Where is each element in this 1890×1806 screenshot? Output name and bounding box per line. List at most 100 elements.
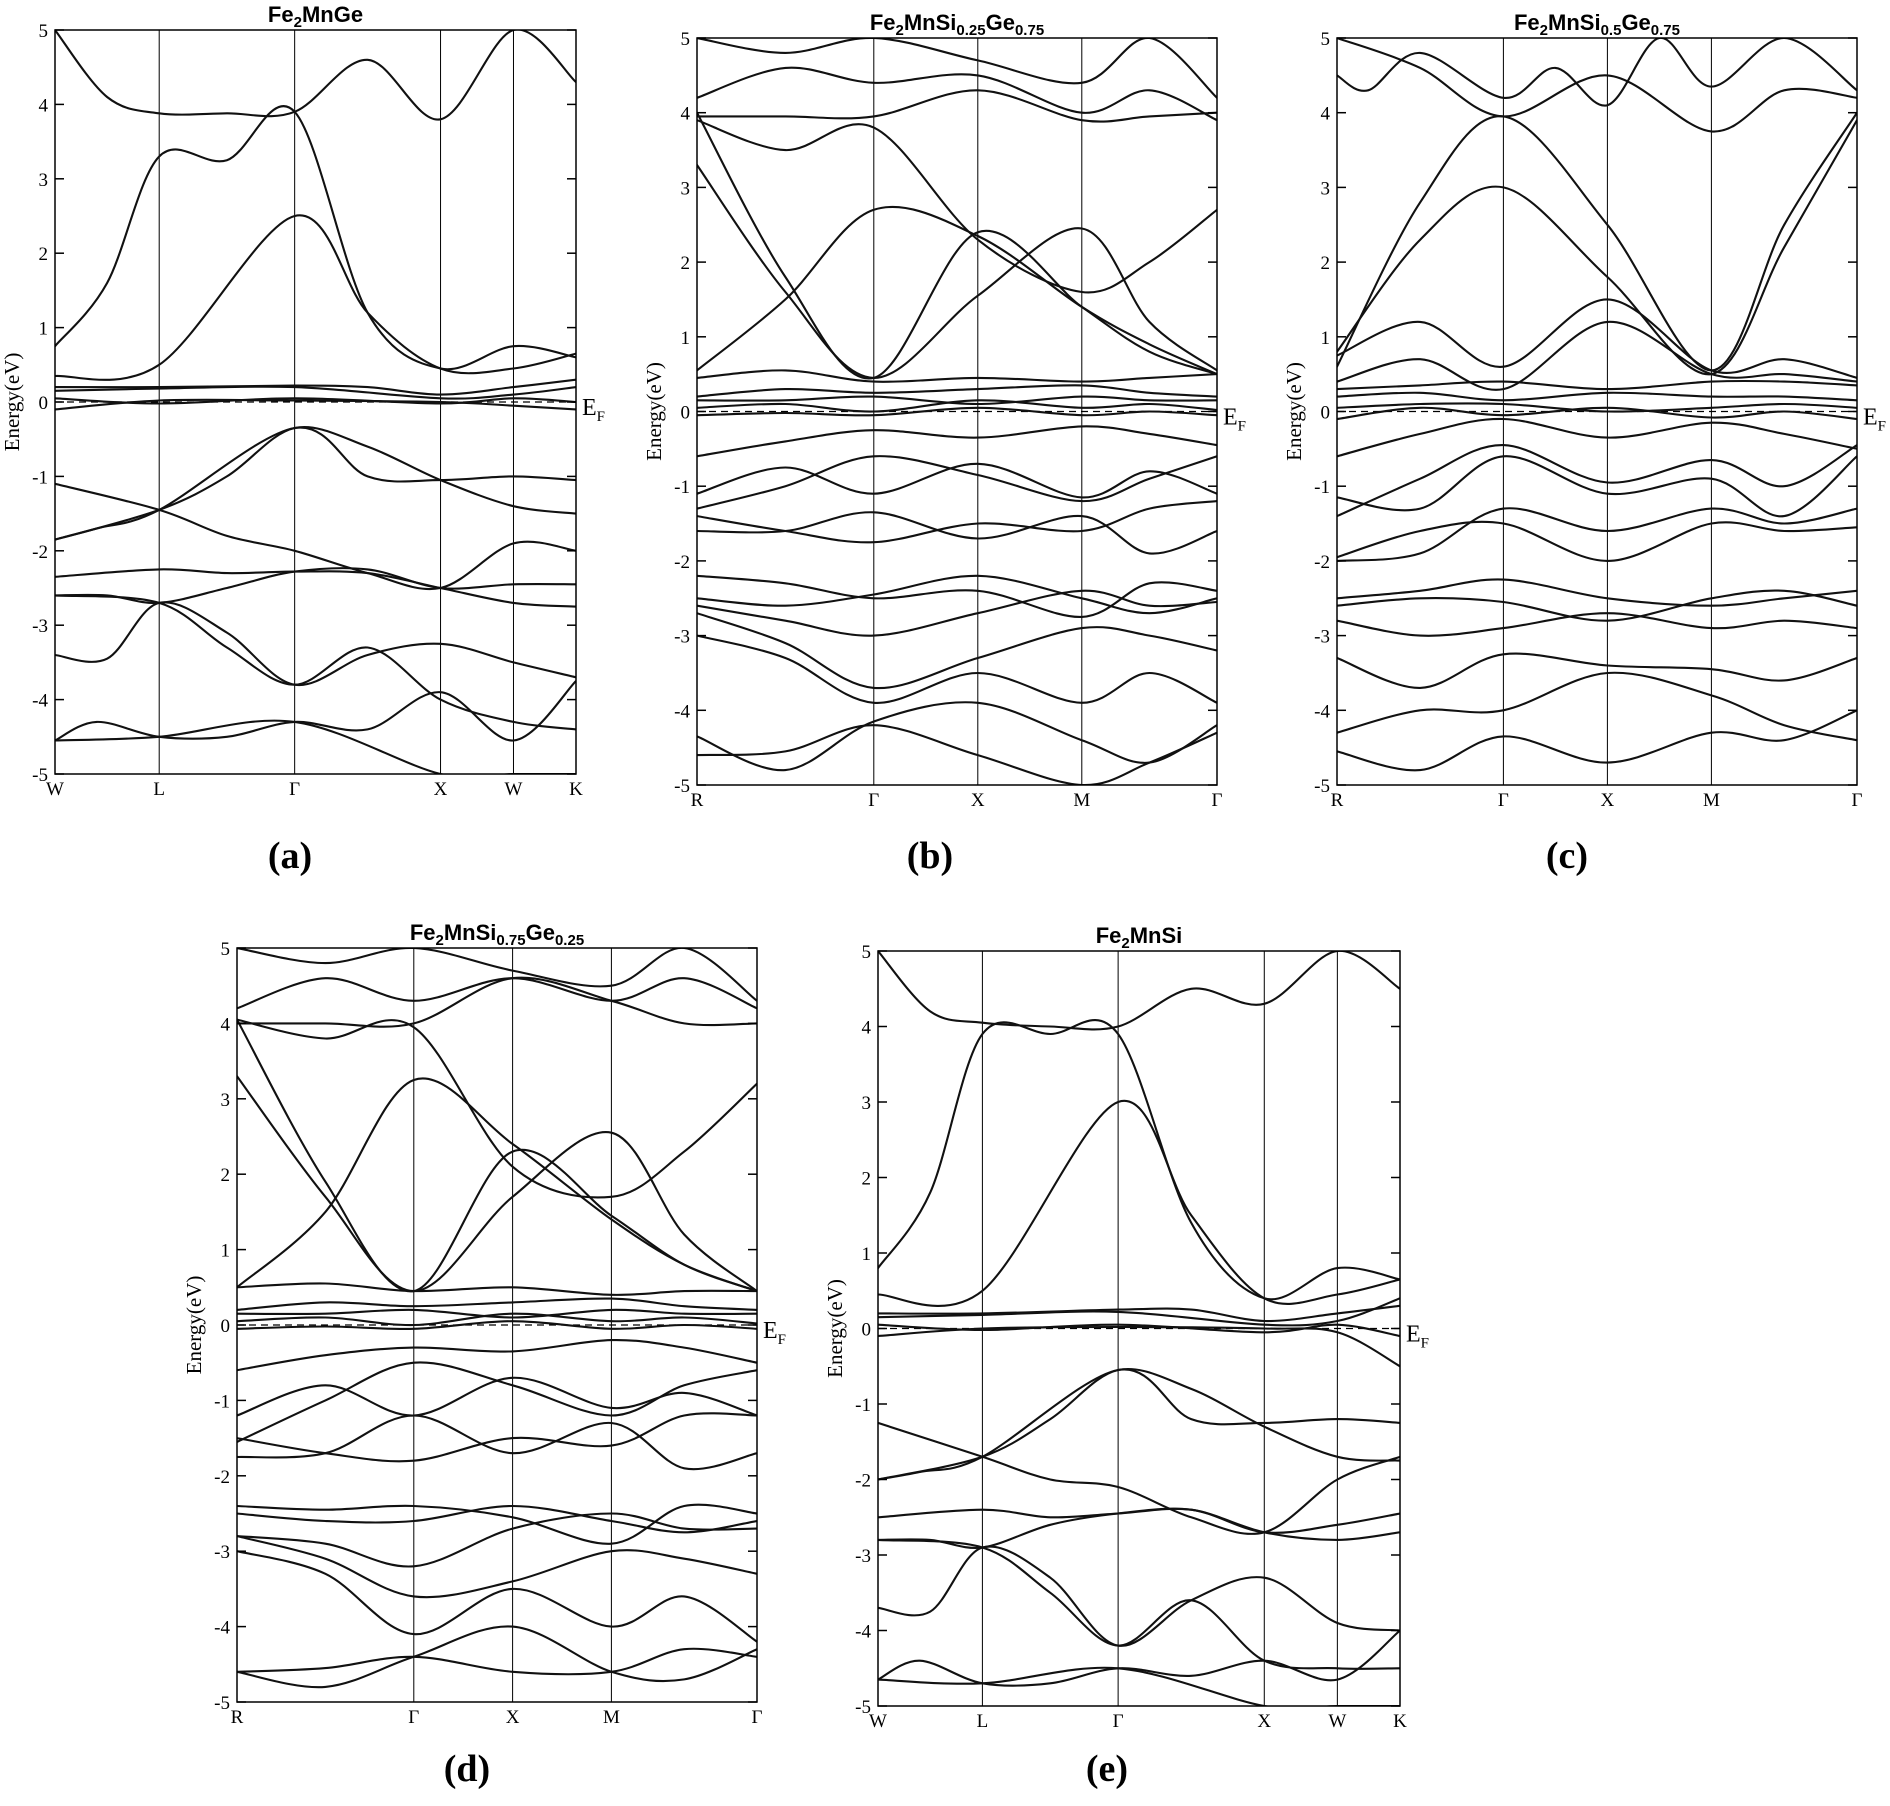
band-line xyxy=(237,1376,757,1417)
band-line xyxy=(697,425,1217,458)
band-line xyxy=(697,205,1217,376)
panel-a: -5 -4 -3 -2 -1 0 1 2 3 4 5 W L Γ X W K Energy(eV) EF Fe2MnG… xyxy=(0,2,605,877)
x-tick-label: M xyxy=(1703,790,1720,811)
x-tick-label: X xyxy=(1601,790,1615,811)
band-line xyxy=(237,1297,757,1311)
y-tick-label: 1 xyxy=(1321,328,1331,349)
y-tick-label: -5 xyxy=(1314,776,1330,797)
band-line xyxy=(55,594,576,731)
y-tick-label: -4 xyxy=(855,1622,871,1643)
band-line xyxy=(878,1421,1400,1535)
x-tick-label: Γ xyxy=(1212,790,1223,811)
y-tick-label: 3 xyxy=(862,1093,872,1114)
band-line xyxy=(1337,298,1857,379)
band-line xyxy=(55,719,576,774)
fermi-level-label: EF xyxy=(1406,1322,1429,1352)
band-line xyxy=(878,1297,1400,1327)
band-line xyxy=(697,724,1217,785)
x-tick-label: R xyxy=(231,1707,244,1728)
band-line xyxy=(1337,578,1857,607)
x-tick-label: R xyxy=(691,790,704,811)
y-tick-label: 1 xyxy=(681,328,691,349)
band-line xyxy=(878,1368,1400,1481)
band-line xyxy=(1337,589,1857,622)
band-line xyxy=(237,1075,757,1293)
y-tick-label: 4 xyxy=(39,95,49,116)
x-tick-label: M xyxy=(603,1707,620,1728)
band-line xyxy=(697,395,1217,406)
y-tick-label: 2 xyxy=(39,244,49,265)
band-line xyxy=(1337,709,1857,772)
fermi-level-label: EF xyxy=(1863,405,1886,435)
band-line xyxy=(1337,379,1857,391)
y-tick-label: 5 xyxy=(1321,29,1331,50)
x-tick-label: L xyxy=(153,779,165,800)
band-line xyxy=(697,369,1217,383)
band-line xyxy=(237,1412,757,1463)
bands xyxy=(878,951,1400,1706)
panel-label: (c) xyxy=(1546,835,1588,877)
fermi-level-label: EF xyxy=(763,1318,786,1348)
x-tick-label: M xyxy=(1073,790,1090,811)
band-line xyxy=(1337,38,1857,133)
band-line xyxy=(697,634,1217,704)
band-line xyxy=(55,482,576,591)
band-line xyxy=(878,1666,1400,1706)
band-line xyxy=(55,214,576,381)
panel-title: Fe2MnSi xyxy=(1096,923,1183,952)
band-line xyxy=(697,384,1217,398)
y-tick-label: -4 xyxy=(32,691,48,712)
y-tick-label: 5 xyxy=(221,939,231,960)
band-line xyxy=(697,589,1217,637)
band-line xyxy=(697,119,1217,294)
bands xyxy=(1337,38,1857,772)
y-tick-label: 0 xyxy=(1321,403,1331,424)
band-line xyxy=(697,406,1217,417)
band-line xyxy=(55,378,576,396)
band-line xyxy=(878,1629,1400,1687)
panel-label: (e) xyxy=(1086,1748,1128,1790)
band-line xyxy=(237,1647,757,1676)
y-axis-label: Energy(eV) xyxy=(182,1276,206,1375)
y-tick-label: 4 xyxy=(221,1014,231,1035)
band-line xyxy=(878,951,1400,1031)
y-tick-label: 2 xyxy=(862,1169,872,1190)
x-tick-label: Γ xyxy=(408,1707,419,1728)
y-tick-label: 5 xyxy=(681,29,691,50)
band-line xyxy=(55,397,576,405)
fermi-level-label: EF xyxy=(582,395,605,425)
band-line xyxy=(1337,455,1857,518)
bands xyxy=(697,38,1217,785)
band-line xyxy=(878,1323,1400,1338)
panel-c: -5 -4 -3 -2 -1 0 1 2 3 4 5 R Γ X M Γ Energy(eV) EF Fe2MnSi… xyxy=(1282,10,1886,877)
band-line xyxy=(878,1304,1400,1323)
band-line xyxy=(1337,320,1857,391)
band-line xyxy=(55,398,576,411)
x-tick-label: X xyxy=(1257,1711,1271,1732)
y-tick-label: 5 xyxy=(39,21,49,42)
y-tick-label: -3 xyxy=(855,1546,871,1567)
x-tick-label: X xyxy=(506,1707,520,1728)
y-tick-label: 1 xyxy=(221,1241,231,1262)
band-line xyxy=(237,1625,757,1689)
x-tick-label: X xyxy=(971,790,985,811)
y-tick-label: -1 xyxy=(32,467,48,488)
y-axis-label: Energy(eV) xyxy=(642,362,666,461)
band-line xyxy=(697,511,1217,555)
y-tick-label: -3 xyxy=(214,1542,230,1563)
band-line xyxy=(237,977,757,1010)
band-line xyxy=(1337,119,1857,376)
band-line xyxy=(878,1325,1400,1368)
y-tick-label: -2 xyxy=(1314,552,1330,573)
x-tick-label: W xyxy=(1328,1711,1346,1732)
y-tick-label: -4 xyxy=(674,701,690,722)
y-tick-label: 3 xyxy=(1321,178,1331,199)
y-tick-label: -1 xyxy=(214,1391,230,1412)
band-line xyxy=(237,1308,757,1319)
panel-d: -5 -4 -3 -2 -1 0 1 2 3 4 5 R Γ X M Γ Energy(eV) EF Fe2MnSi… xyxy=(182,920,786,1790)
band-line xyxy=(1337,417,1857,458)
band-line xyxy=(1337,520,1857,562)
band-line xyxy=(697,38,1217,99)
x-tick-label: Γ xyxy=(1113,1711,1124,1732)
x-tick-label: W xyxy=(869,1711,887,1732)
